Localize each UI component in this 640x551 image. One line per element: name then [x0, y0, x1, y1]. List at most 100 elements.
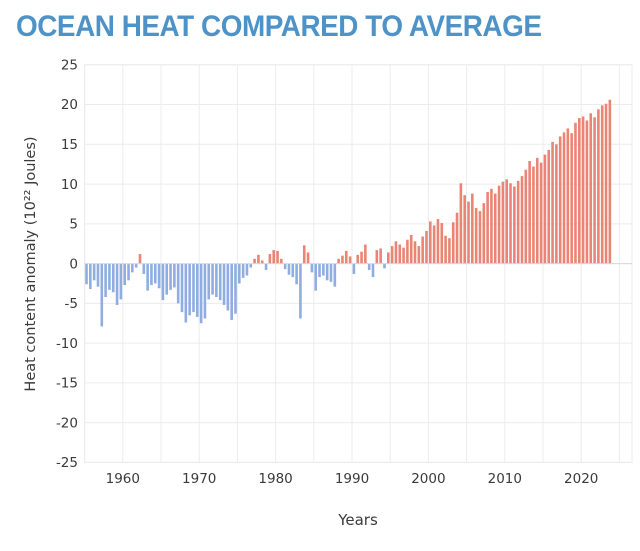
anomaly-bar: [276, 250, 279, 264]
anomaly-bar: [520, 176, 524, 264]
anomaly-bar: [383, 263, 386, 269]
anomaly-bar: [593, 117, 596, 264]
anomaly-bar: [570, 133, 573, 264]
x-tick-label: 1990: [335, 471, 369, 487]
anomaly-bar: [108, 263, 111, 290]
anomaly-bar: [604, 103, 608, 264]
anomaly-bar: [318, 263, 321, 278]
anomaly-bar: [283, 263, 287, 270]
anomaly-bar: [455, 212, 459, 264]
anomaly-bar: [341, 255, 344, 264]
anomaly-bar: [123, 263, 127, 286]
anomaly-bar: [608, 99, 612, 264]
anomaly-bar: [119, 263, 123, 300]
anomaly-bar: [192, 263, 195, 313]
anomaly-bar: [184, 263, 188, 323]
chart-title: OCEAN HEAT COMPARED TO AVERAGE: [16, 10, 542, 43]
x-tick-label: 2020: [564, 471, 598, 487]
anomaly-bar: [230, 263, 233, 321]
anomaly-bar: [360, 251, 363, 264]
anomaly-bar: [471, 193, 474, 264]
anomaly-bar: [478, 211, 482, 264]
anomaly-bar: [226, 263, 230, 311]
anomaly-bar: [173, 263, 176, 288]
anomaly-bar: [257, 254, 260, 264]
anomaly-bar: [333, 263, 337, 287]
anomaly-bar: [501, 181, 505, 264]
y-tick-label: -5: [65, 296, 78, 312]
anomaly-bar: [89, 263, 92, 290]
anomaly-bar: [180, 263, 184, 313]
anomaly-bar: [555, 144, 558, 264]
anomaly-bar: [402, 247, 405, 264]
anomaly-bar: [417, 246, 421, 264]
anomaly-bar: [344, 250, 348, 264]
x-tick-label: 2010: [488, 471, 522, 487]
anomaly-bar: [367, 263, 371, 270]
anomaly-bar: [111, 263, 115, 293]
anomaly-bar: [299, 263, 302, 319]
anomaly-bar: [325, 263, 329, 281]
anomaly-bar: [153, 263, 157, 284]
anomaly-bar: [513, 186, 516, 264]
anomaly-bar: [421, 236, 424, 264]
anomaly-bar: [463, 195, 466, 264]
anomaly-bar: [157, 263, 161, 289]
anomaly-bar: [150, 263, 153, 286]
anomaly-bar: [535, 157, 539, 264]
y-tick-label: -25: [56, 455, 78, 471]
x-tick-label: 2000: [411, 471, 445, 487]
anomaly-bar: [329, 263, 333, 282]
anomaly-bar: [448, 238, 451, 264]
x-tick-label: 1970: [182, 471, 216, 487]
anomaly-bar: [371, 263, 375, 278]
anomaly-bar: [379, 248, 382, 264]
anomaly-bar: [268, 254, 272, 264]
anomaly-bar: [394, 241, 398, 264]
anomaly-bar: [409, 234, 413, 264]
anomaly-bar: [356, 254, 360, 264]
anomaly-bar: [199, 263, 203, 324]
anomaly-bar: [253, 258, 256, 264]
anomaly-bar: [566, 128, 570, 264]
anomaly-bar: [96, 263, 100, 287]
anomaly-bar: [264, 263, 268, 270]
y-tick-label: -15: [56, 376, 78, 392]
anomaly-bar: [558, 136, 562, 264]
anomaly-bar: [352, 263, 356, 274]
anomaly-bar: [104, 263, 107, 297]
anomaly-bar: [138, 254, 142, 264]
anomaly-bar: [451, 222, 455, 264]
anomaly-bar: [85, 263, 88, 285]
anomaly-bar: [577, 118, 581, 264]
anomaly-bar: [287, 263, 291, 275]
anomaly-bar: [176, 263, 180, 304]
anomaly-bar: [238, 263, 241, 284]
anomaly-bar: [364, 244, 367, 264]
anomaly-bar: [390, 246, 394, 264]
anomaly-bar: [92, 263, 96, 281]
anomaly-bar: [314, 263, 318, 291]
anomaly-bar: [436, 219, 440, 264]
anomaly-bar: [467, 201, 470, 264]
y-tick-label: 0: [69, 256, 78, 272]
anomaly-bar: [218, 263, 222, 301]
anomaly-bar: [302, 245, 306, 264]
anomaly-bar: [222, 263, 226, 305]
anomaly-bar: [562, 132, 566, 264]
anomaly-bar: [234, 263, 237, 314]
anomaly-bar: [528, 161, 531, 264]
anomaly-bar: [398, 244, 402, 264]
anomaly-bar: [348, 256, 352, 264]
y-tick-label: 20: [61, 97, 78, 113]
anomaly-bar: [429, 221, 432, 264]
anomaly-bar: [597, 109, 600, 264]
anomaly-bar: [337, 258, 340, 264]
anomaly-bar: [131, 263, 134, 273]
anomaly-bar: [322, 263, 325, 276]
anomaly-bar: [127, 263, 130, 281]
anomaly-bar: [188, 263, 191, 316]
anomaly-bar: [161, 263, 165, 301]
